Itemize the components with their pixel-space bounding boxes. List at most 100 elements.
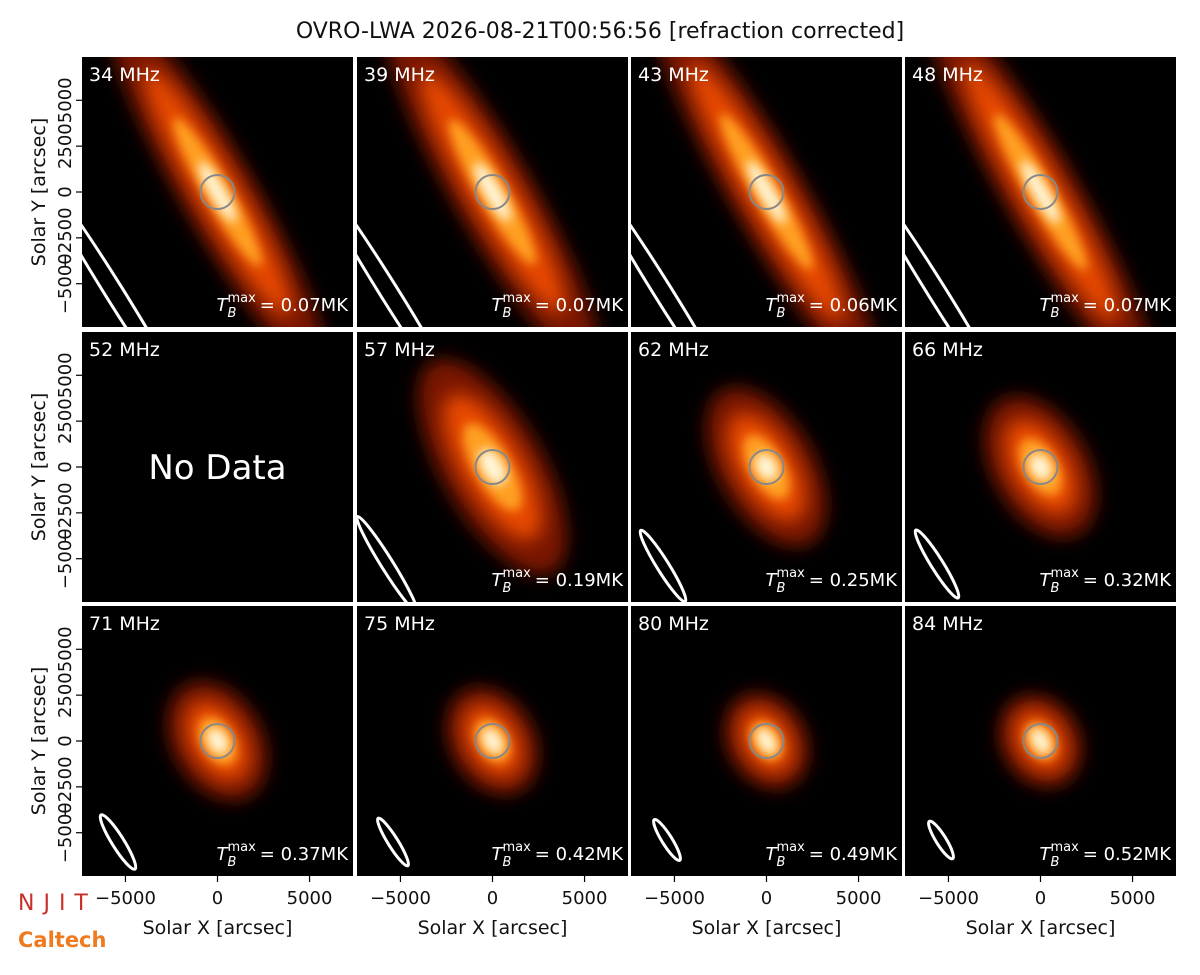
tb-sub: B — [503, 581, 512, 596]
y-tick-label: −5000 — [55, 802, 76, 863]
tb-symbol: T — [1040, 570, 1053, 591]
frequency-label: 57 MHz — [364, 339, 435, 361]
tb-value: = 0.07MK — [1083, 295, 1172, 316]
frequency-label: 66 MHz — [912, 339, 983, 361]
tb-value: = 0.49MK — [809, 844, 898, 865]
tb-sub: B — [777, 855, 786, 870]
tb-sub: B — [228, 306, 237, 321]
frequency-label: 43 MHz — [638, 64, 709, 86]
tb-value: = 0.07MK — [535, 295, 624, 316]
emission-core — [482, 728, 503, 754]
tb-symbol: T — [492, 844, 505, 865]
x-tick-label: −5000 — [918, 888, 979, 909]
frequency-label: 84 MHz — [912, 613, 983, 635]
no-data-note: No Data — [148, 448, 286, 488]
tb-sup: max — [776, 566, 805, 581]
beam — [638, 528, 688, 602]
x-axis-label: Solar X [arcsec] — [692, 917, 842, 939]
tb-label: TBmax = 0.19MK — [492, 566, 625, 596]
tb-value: = 0.37MK — [260, 844, 349, 865]
solar-disk — [748, 723, 785, 759]
tb-value: = 0.25MK — [809, 570, 898, 591]
y-tick-label: 0 — [55, 461, 76, 472]
tb-symbol: T — [217, 844, 230, 865]
emission-core — [756, 728, 777, 754]
tb-symbol: T — [217, 295, 230, 316]
x-tick-label: 0 — [487, 888, 498, 909]
tb-sub: B — [777, 581, 786, 596]
tb-symbol: T — [492, 570, 505, 591]
y-tick-label: 5000 — [55, 626, 76, 672]
x-tick-label: 5000 — [1110, 888, 1156, 909]
x-axis-label: Solar X [arcsec] — [966, 917, 1116, 939]
tb-symbol: T — [492, 295, 505, 316]
tb-sub: B — [503, 855, 512, 870]
emission — [385, 57, 600, 327]
emission-core — [747, 160, 786, 224]
tb-sup: max — [1050, 840, 1079, 855]
figure-title: OVRO-LWA 2026-08-21T00:56:56 [refraction… — [296, 19, 904, 44]
tb-symbol: T — [766, 295, 779, 316]
tb-label: TBmax = 0.52MK — [1040, 840, 1173, 870]
beam — [357, 514, 419, 602]
beam — [82, 171, 191, 327]
y-tick-label: 0 — [55, 186, 76, 197]
emission-core — [1030, 728, 1051, 754]
tb-value: = 0.06MK — [809, 295, 898, 316]
x-tick-label: 0 — [1035, 888, 1046, 909]
y-tick-label: 5000 — [55, 77, 76, 123]
y-tick-label: −5000 — [55, 253, 76, 314]
x-tick-label: 0 — [212, 888, 223, 909]
tb-symbol: T — [1040, 295, 1053, 316]
y-tick-label: 0 — [55, 735, 76, 746]
x-tick-label: −5000 — [644, 888, 705, 909]
x-tick-label: 5000 — [287, 888, 333, 909]
x-tick-label: 5000 — [562, 888, 608, 909]
tb-value: = 0.07MK — [260, 295, 349, 316]
tb-sub: B — [1051, 855, 1060, 870]
tb-label: TBmax = 0.07MK — [492, 291, 625, 321]
tb-value: = 0.19MK — [535, 570, 624, 591]
y-axis-label: Solar Y [arcsec] — [28, 118, 50, 266]
tb-sup: max — [227, 840, 256, 855]
tb-sub: B — [228, 855, 237, 870]
solar-disk — [748, 449, 785, 485]
panel — [357, 57, 628, 327]
tb-label: TBmax = 0.06MK — [766, 291, 899, 321]
panel — [631, 57, 902, 327]
tb-label: TBmax = 0.42MK — [492, 840, 625, 870]
y-tick-label: −2500 — [55, 482, 76, 543]
tb-symbol: T — [1040, 844, 1053, 865]
solar-disk — [474, 723, 511, 759]
emission — [926, 57, 1155, 327]
y-tick-label: 2500 — [55, 123, 76, 169]
solar-disk — [1022, 174, 1059, 210]
solar-disk — [474, 174, 511, 210]
x-tick-label: −5000 — [95, 888, 156, 909]
panel — [905, 57, 1176, 327]
emission — [998, 694, 1083, 788]
panel — [905, 606, 1176, 876]
beam — [631, 171, 740, 327]
emission-core — [755, 453, 778, 481]
tb-sup: max — [1050, 291, 1079, 306]
y-tick-label: −5000 — [55, 528, 76, 589]
y-tick-label: −2500 — [55, 756, 76, 817]
panel — [631, 332, 902, 602]
solar-disk — [1022, 449, 1059, 485]
panel — [357, 606, 628, 876]
tb-symbol: T — [766, 570, 779, 591]
tb-sup: max — [227, 291, 256, 306]
emission-core — [478, 449, 507, 485]
emission — [706, 387, 827, 547]
y-axis-label: Solar Y [arcsec] — [28, 393, 50, 541]
tb-label: TBmax = 0.07MK — [217, 291, 350, 321]
panel — [905, 332, 1176, 602]
tb-label: TBmax = 0.49MK — [766, 840, 899, 870]
beam — [905, 171, 1014, 327]
tb-sub: B — [1051, 581, 1060, 596]
tb-sub: B — [777, 306, 786, 321]
emission — [108, 57, 327, 327]
frequency-label: 71 MHz — [89, 613, 160, 635]
